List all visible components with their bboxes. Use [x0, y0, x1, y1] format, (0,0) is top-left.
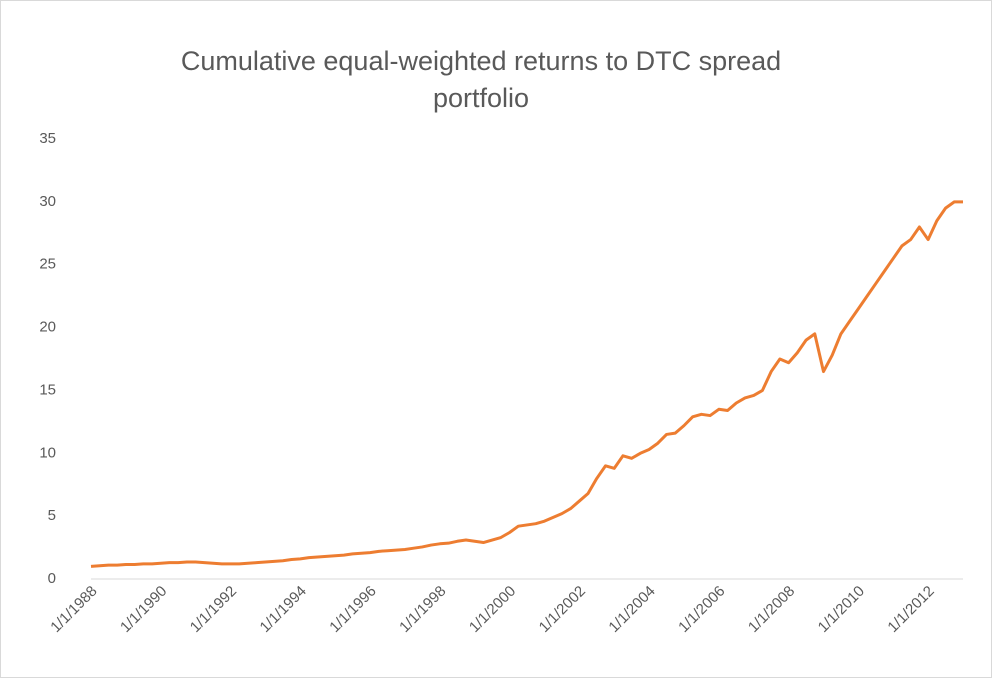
x-tick-label: 1/1/1988 — [47, 583, 100, 636]
x-tick-label: 1/1/2004 — [605, 583, 658, 636]
y-tick-label: 30 — [39, 193, 56, 210]
x-tick-label: 1/1/2012 — [884, 583, 937, 636]
x-tick-label: 1/1/1998 — [396, 583, 449, 636]
x-tick-label: 1/1/2002 — [536, 583, 589, 636]
x-tick-label: 1/1/2008 — [745, 583, 798, 636]
x-tick-label: 1/1/1994 — [257, 583, 310, 636]
x-tick-label: 1/1/1990 — [117, 583, 170, 636]
x-tick-label: 1/1/2006 — [675, 583, 728, 636]
y-tick-label: 15 — [39, 381, 56, 398]
y-tick-label: 35 — [39, 130, 56, 147]
data-line — [90, 200, 963, 568]
y-tick-label: 0 — [48, 570, 56, 587]
y-tick-label: 5 — [48, 507, 56, 524]
x-tick-label: 1/1/1996 — [326, 583, 379, 636]
x-tick-label: 1/1/2000 — [466, 583, 519, 636]
x-tick-label: 1/1/2010 — [815, 583, 868, 636]
x-tick-label: 1/1/1992 — [187, 583, 240, 636]
y-tick-label: 20 — [39, 319, 56, 336]
chart-title: Cumulative equal-weighted returns to DTC… — [180, 46, 782, 113]
y-tick-label: 25 — [39, 256, 56, 273]
y-tick-label: 10 — [39, 444, 56, 461]
